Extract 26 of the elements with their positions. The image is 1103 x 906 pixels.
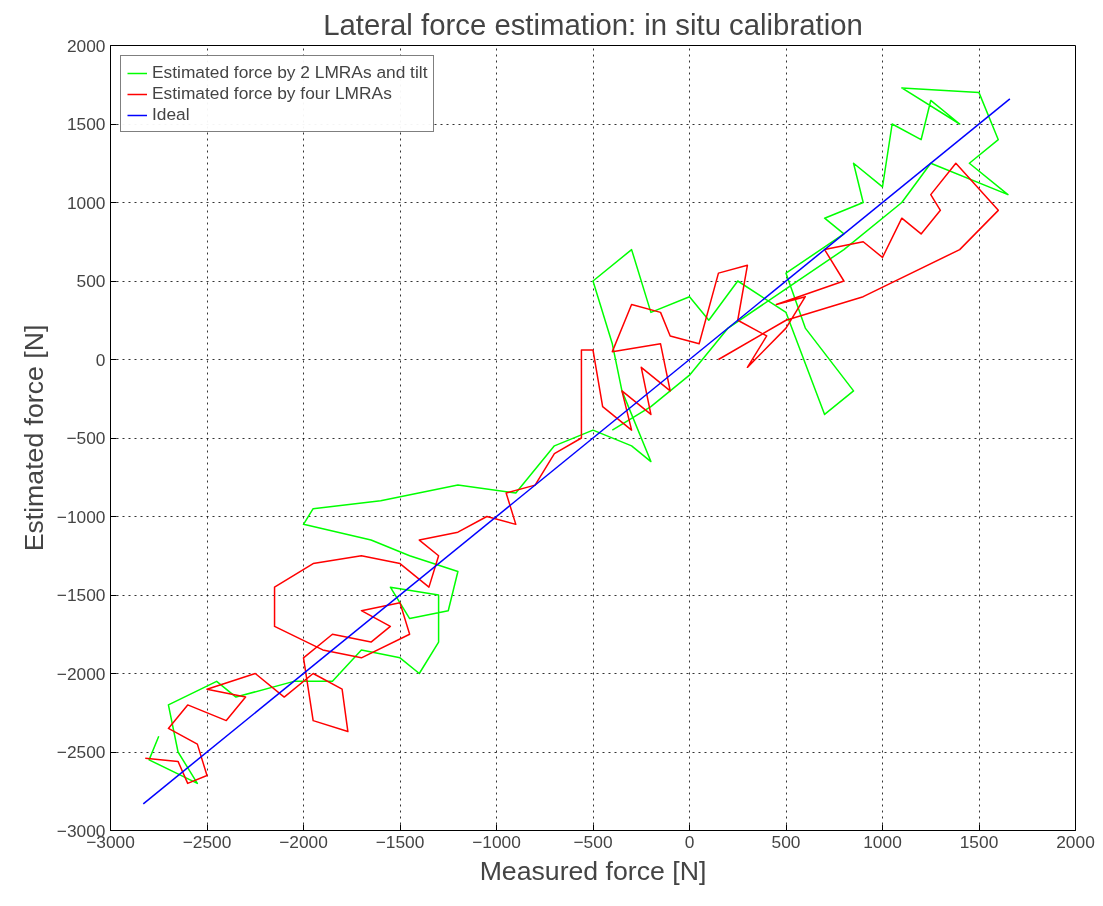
x-tick-label: 2000: [1056, 831, 1095, 852]
x-tick-label: 1000: [863, 831, 902, 852]
y-tick-label: −2000: [56, 663, 106, 684]
y-axis-title: Estimated force [N]: [18, 324, 49, 552]
x-tick-label: −2500: [182, 831, 232, 852]
x-tick-label: −1000: [472, 831, 521, 852]
chart-title: Lateral force estimation: in situ calibration: [323, 7, 863, 41]
y-tick-label: −1500: [56, 585, 106, 605]
legend-label: Estimated force by 2 LMRAs and tilt: [152, 62, 428, 83]
y-tick-label: 1000: [66, 192, 106, 213]
x-tick-label: −1500: [375, 831, 425, 852]
y-tick-label: 2000: [66, 35, 106, 56]
y-tick-label: −2500: [56, 742, 106, 762]
y-tick-label: 1500: [66, 114, 106, 134]
legend-label: Ideal: [152, 104, 190, 125]
y-tick-label: 500: [76, 271, 106, 291]
x-axis-title: Measured force [N]: [479, 855, 707, 886]
y-tick-label: −500: [66, 428, 106, 448]
legend-label: Estimated force by four LMRAs: [152, 83, 392, 104]
x-tick-label: 0: [684, 831, 695, 852]
x-tick-label: 1500: [959, 831, 999, 852]
y-tick-label: 0: [95, 349, 106, 370]
x-tick-label: 500: [771, 831, 801, 852]
y-tick-label: −1000: [56, 506, 106, 527]
x-tick-label: −2000: [279, 831, 328, 852]
x-tick-label: −500: [573, 831, 613, 852]
